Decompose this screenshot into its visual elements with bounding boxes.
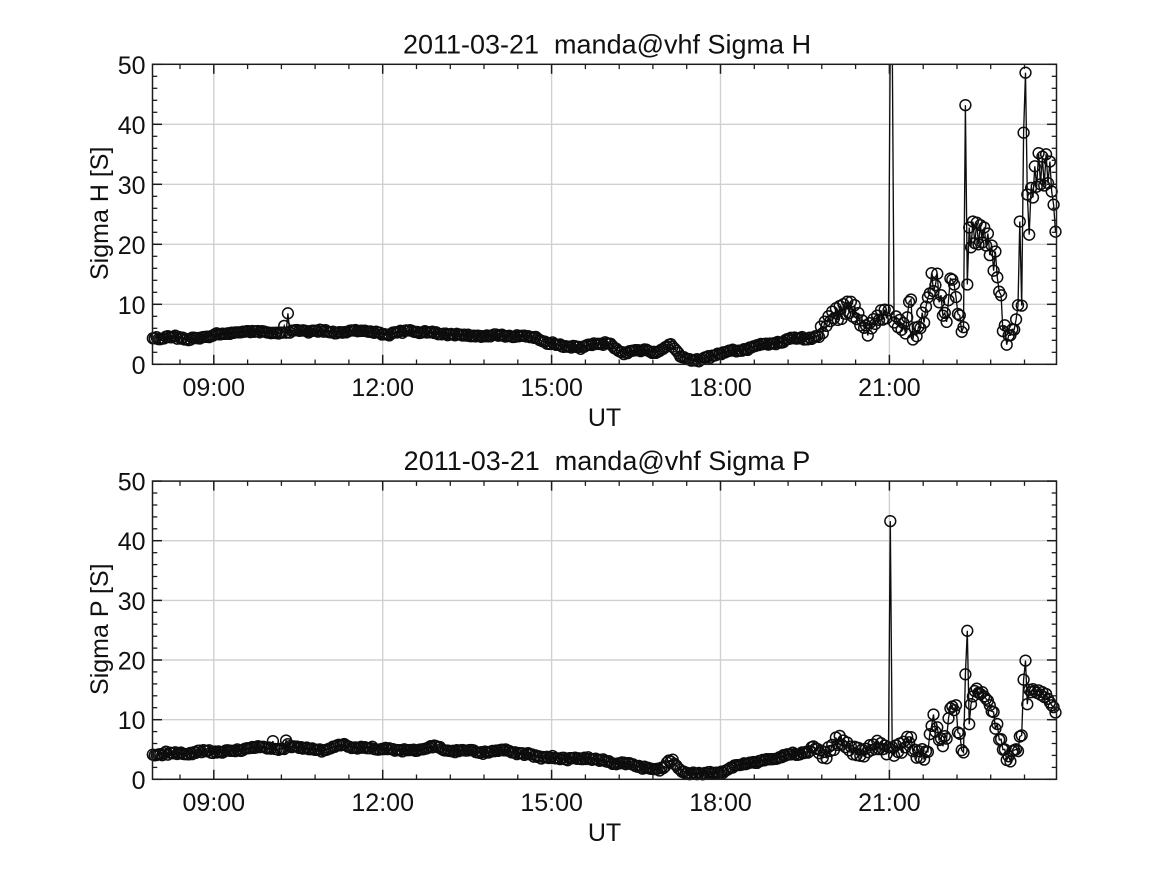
svg-text:30: 30 (118, 588, 146, 616)
svg-text:50: 50 (118, 469, 146, 497)
svg-text:0: 0 (132, 352, 146, 380)
svg-text:Sigma H [S]: Sigma H [S] (86, 147, 114, 280)
svg-text:Sigma P [S]: Sigma P [S] (86, 563, 114, 695)
svg-text:40: 40 (118, 528, 146, 556)
svg-text:12:00: 12:00 (351, 374, 414, 402)
svg-text:20: 20 (118, 648, 146, 676)
svg-text:2011-03-21 manda@vhf Sigma P: 2011-03-21 manda@vhf Sigma P (404, 446, 811, 476)
svg-text:21:00: 21:00 (858, 374, 921, 402)
svg-text:UT: UT (588, 404, 621, 432)
svg-text:15:00: 15:00 (520, 374, 583, 402)
svg-text:12:00: 12:00 (351, 789, 414, 817)
svg-text:40: 40 (118, 112, 146, 140)
svg-text:30: 30 (118, 172, 146, 200)
svg-text:15:00: 15:00 (520, 789, 583, 817)
svg-text:21:00: 21:00 (858, 789, 921, 817)
svg-text:10: 10 (118, 292, 146, 320)
svg-text:0: 0 (132, 767, 146, 795)
svg-text:09:00: 09:00 (183, 789, 246, 817)
svg-text:09:00: 09:00 (183, 374, 246, 402)
svg-text:10: 10 (118, 707, 146, 735)
svg-text:UT: UT (588, 819, 621, 847)
svg-text:18:00: 18:00 (689, 789, 752, 817)
svg-text:18:00: 18:00 (689, 374, 752, 402)
svg-text:20: 20 (118, 232, 146, 260)
svg-text:2011-03-21 manda@vhf Sigma H: 2011-03-21 manda@vhf Sigma H (403, 29, 811, 59)
svg-text:50: 50 (118, 52, 146, 80)
